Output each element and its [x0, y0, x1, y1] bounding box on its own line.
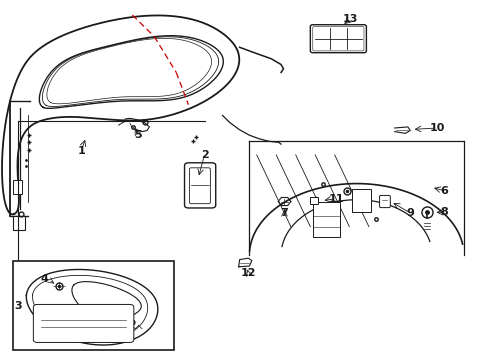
Text: 9: 9: [406, 208, 413, 218]
Text: 4: 4: [41, 274, 48, 284]
FancyBboxPatch shape: [33, 305, 134, 342]
Text: 3: 3: [14, 301, 22, 311]
Text: 8: 8: [440, 207, 447, 217]
Bar: [351, 189, 370, 212]
Bar: [310, 197, 318, 204]
Bar: [312, 202, 339, 237]
Text: 2: 2: [200, 150, 208, 160]
FancyBboxPatch shape: [189, 168, 210, 204]
Text: 1: 1: [77, 146, 85, 156]
Text: 12: 12: [240, 268, 256, 278]
Text: 10: 10: [428, 123, 444, 133]
Text: 13: 13: [343, 14, 358, 24]
Text: 5: 5: [134, 130, 142, 140]
Bar: [13, 261, 173, 350]
Text: 6: 6: [440, 186, 447, 196]
Text: 11: 11: [328, 194, 343, 204]
FancyBboxPatch shape: [184, 163, 215, 208]
Bar: [13, 180, 21, 194]
FancyBboxPatch shape: [310, 25, 366, 53]
Text: 7: 7: [280, 208, 288, 218]
Bar: [13, 216, 25, 230]
FancyBboxPatch shape: [379, 195, 389, 208]
